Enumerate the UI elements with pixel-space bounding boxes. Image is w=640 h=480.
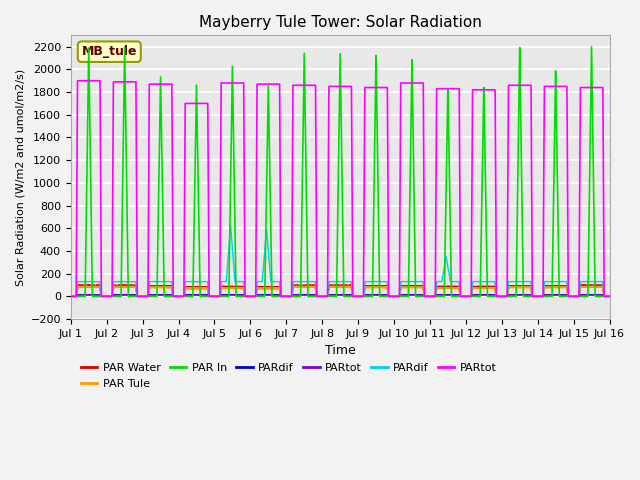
Legend: PAR Water, PAR Tule, PAR In, PARdif, PARtot, PARdif, PARtot: PAR Water, PAR Tule, PAR In, PARdif, PAR… xyxy=(76,359,501,393)
Title: Mayberry Tule Tower: Solar Radiation: Mayberry Tule Tower: Solar Radiation xyxy=(198,15,481,30)
Text: MB_tule: MB_tule xyxy=(81,45,137,58)
X-axis label: Time: Time xyxy=(324,344,355,357)
Y-axis label: Solar Radiation (W/m2 and umol/m2/s): Solar Radiation (W/m2 and umol/m2/s) xyxy=(15,69,25,286)
